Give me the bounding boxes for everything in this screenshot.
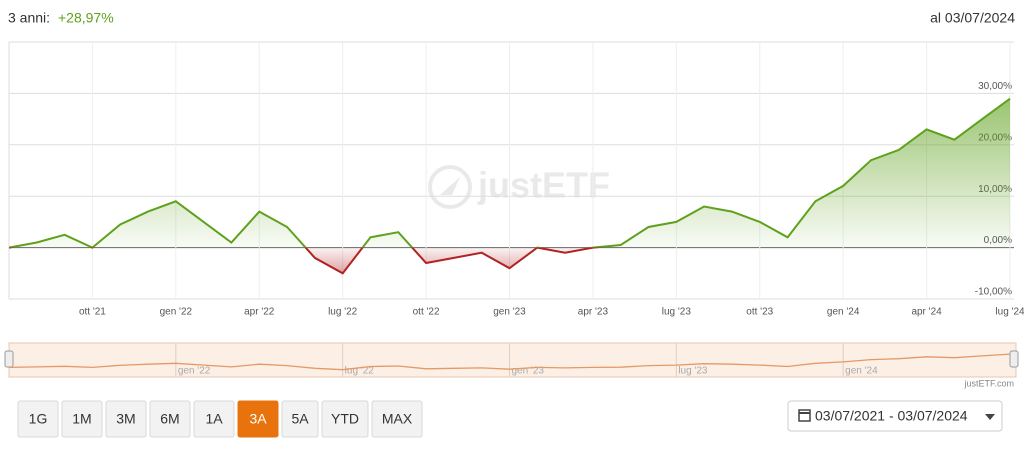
x-tick-label: ott '23 xyxy=(746,307,773,318)
x-tick-label: lug '24 xyxy=(995,307,1024,318)
x-tick-label: gen '23 xyxy=(493,307,526,318)
calendar-icon xyxy=(798,409,811,422)
navigator-handle[interactable] xyxy=(4,350,14,368)
range-button[interactable] xyxy=(61,400,103,438)
dropdown-caret xyxy=(985,414,995,420)
area xyxy=(9,98,1010,274)
x-tick-label: gen '22 xyxy=(160,307,193,318)
range-button[interactable] xyxy=(371,400,423,438)
x-tick-label: lug '22 xyxy=(328,307,358,318)
range-button[interactable] xyxy=(105,400,147,438)
range-button-label: 1A xyxy=(205,411,223,427)
period-label: 3 anni: xyxy=(8,10,50,26)
navigator-tick-label: lug '23 xyxy=(678,366,708,377)
as-of-date: al 03/07/2024 xyxy=(930,10,1015,26)
navigator-line xyxy=(8,353,1011,371)
range-button-label: YTD xyxy=(331,411,359,427)
date-range: 03/07/2021 - 03/07/2024 xyxy=(815,408,968,424)
navigator[interactable] xyxy=(8,342,1017,378)
x-tick-label: apr '24 xyxy=(911,307,942,318)
y-tick-label: -10,00% xyxy=(975,287,1012,298)
y-tick-label: 30,00% xyxy=(978,81,1012,92)
range-button[interactable] xyxy=(281,400,319,438)
date-range-picker[interactable] xyxy=(787,400,1003,432)
range-button-label: 1G xyxy=(29,411,48,427)
x-tick-label: ott '22 xyxy=(413,307,440,318)
watermark: justETF xyxy=(428,165,610,209)
period-change: +28,97% xyxy=(58,10,114,26)
range-button[interactable] xyxy=(17,400,59,438)
x-tick-label: apr '22 xyxy=(244,307,275,318)
x-tick-label: lug '23 xyxy=(662,307,692,318)
range-button-label: 6M xyxy=(160,411,179,427)
navigator-tick-label: lug '22 xyxy=(345,366,375,377)
x-tick-label: gen '24 xyxy=(827,307,860,318)
range-button-label: 3M xyxy=(116,411,135,427)
range-button[interactable] xyxy=(237,400,279,438)
x-tick-label: ott '21 xyxy=(79,307,106,318)
credit: justETF.com xyxy=(963,378,1014,388)
navigator-tick-label: gen '22 xyxy=(178,366,211,377)
navigator-tick-label: gen '23 xyxy=(512,366,545,377)
x-tick-label: apr '23 xyxy=(578,307,609,318)
range-button[interactable] xyxy=(149,400,191,438)
range-button-label: MAX xyxy=(382,411,413,427)
navigator-handle[interactable] xyxy=(1009,350,1019,368)
navigator-tick-label: gen '24 xyxy=(845,366,878,377)
watermark-text: justETF xyxy=(477,165,610,206)
line xyxy=(8,97,1011,275)
range-button-label: 3A xyxy=(249,411,267,427)
range-button[interactable] xyxy=(321,400,369,438)
range-button[interactable] xyxy=(193,400,235,438)
range-button-label: 1M xyxy=(72,411,91,427)
range-button-label: 5A xyxy=(291,411,309,427)
